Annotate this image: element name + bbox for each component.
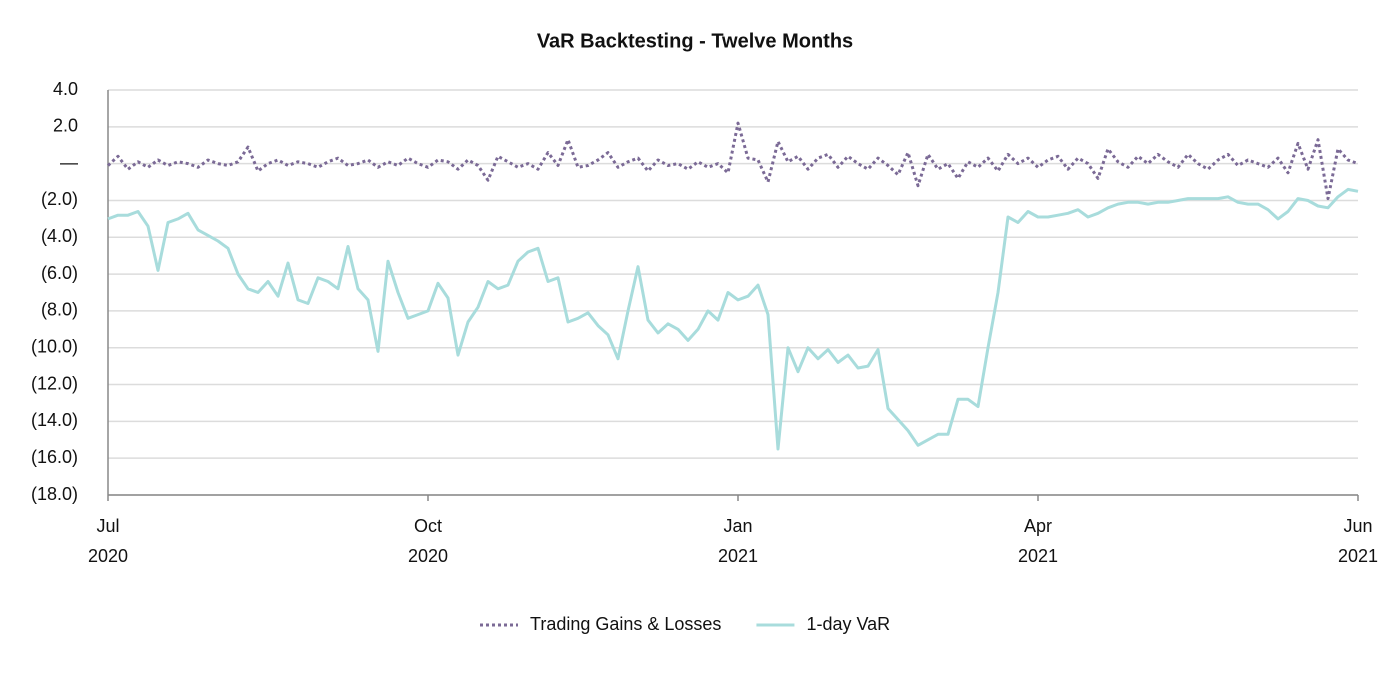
y-tick-label: — [60,152,78,172]
y-tick-label: (16.0) [31,447,78,467]
y-tick-label: (2.0) [41,189,78,209]
y-tick-label: 4.0 [53,79,78,99]
y-tick-label: (18.0) [31,484,78,504]
x-tick-label: Oct 2020 [408,516,448,566]
legend: Trading Gains & Losses 1-day VaR [480,614,890,634]
y-tick-label: 2.0 [53,116,78,136]
y-tick-label: (6.0) [41,263,78,283]
x-tick-label: Jan 2021 [718,516,758,566]
x-tick-label: Jul 2020 [88,516,128,566]
y-tick-label: (10.0) [31,336,78,356]
legend-label: Trading Gains & Losses [530,614,721,634]
chart-title: VaR Backtesting - Twelve Months [537,30,853,52]
x-tick-label: Apr 2021 [1018,516,1058,566]
y-tick-label: (12.0) [31,373,78,393]
x-tick-label: Jun 2021 [1338,516,1378,566]
y-tick-label: (4.0) [41,226,78,246]
legend-label: 1-day VaR [806,614,890,634]
series-line [107,187,1359,451]
y-tick-label: (8.0) [41,300,78,320]
series-line [106,121,1359,201]
y-tick-label: (14.0) [31,410,78,430]
